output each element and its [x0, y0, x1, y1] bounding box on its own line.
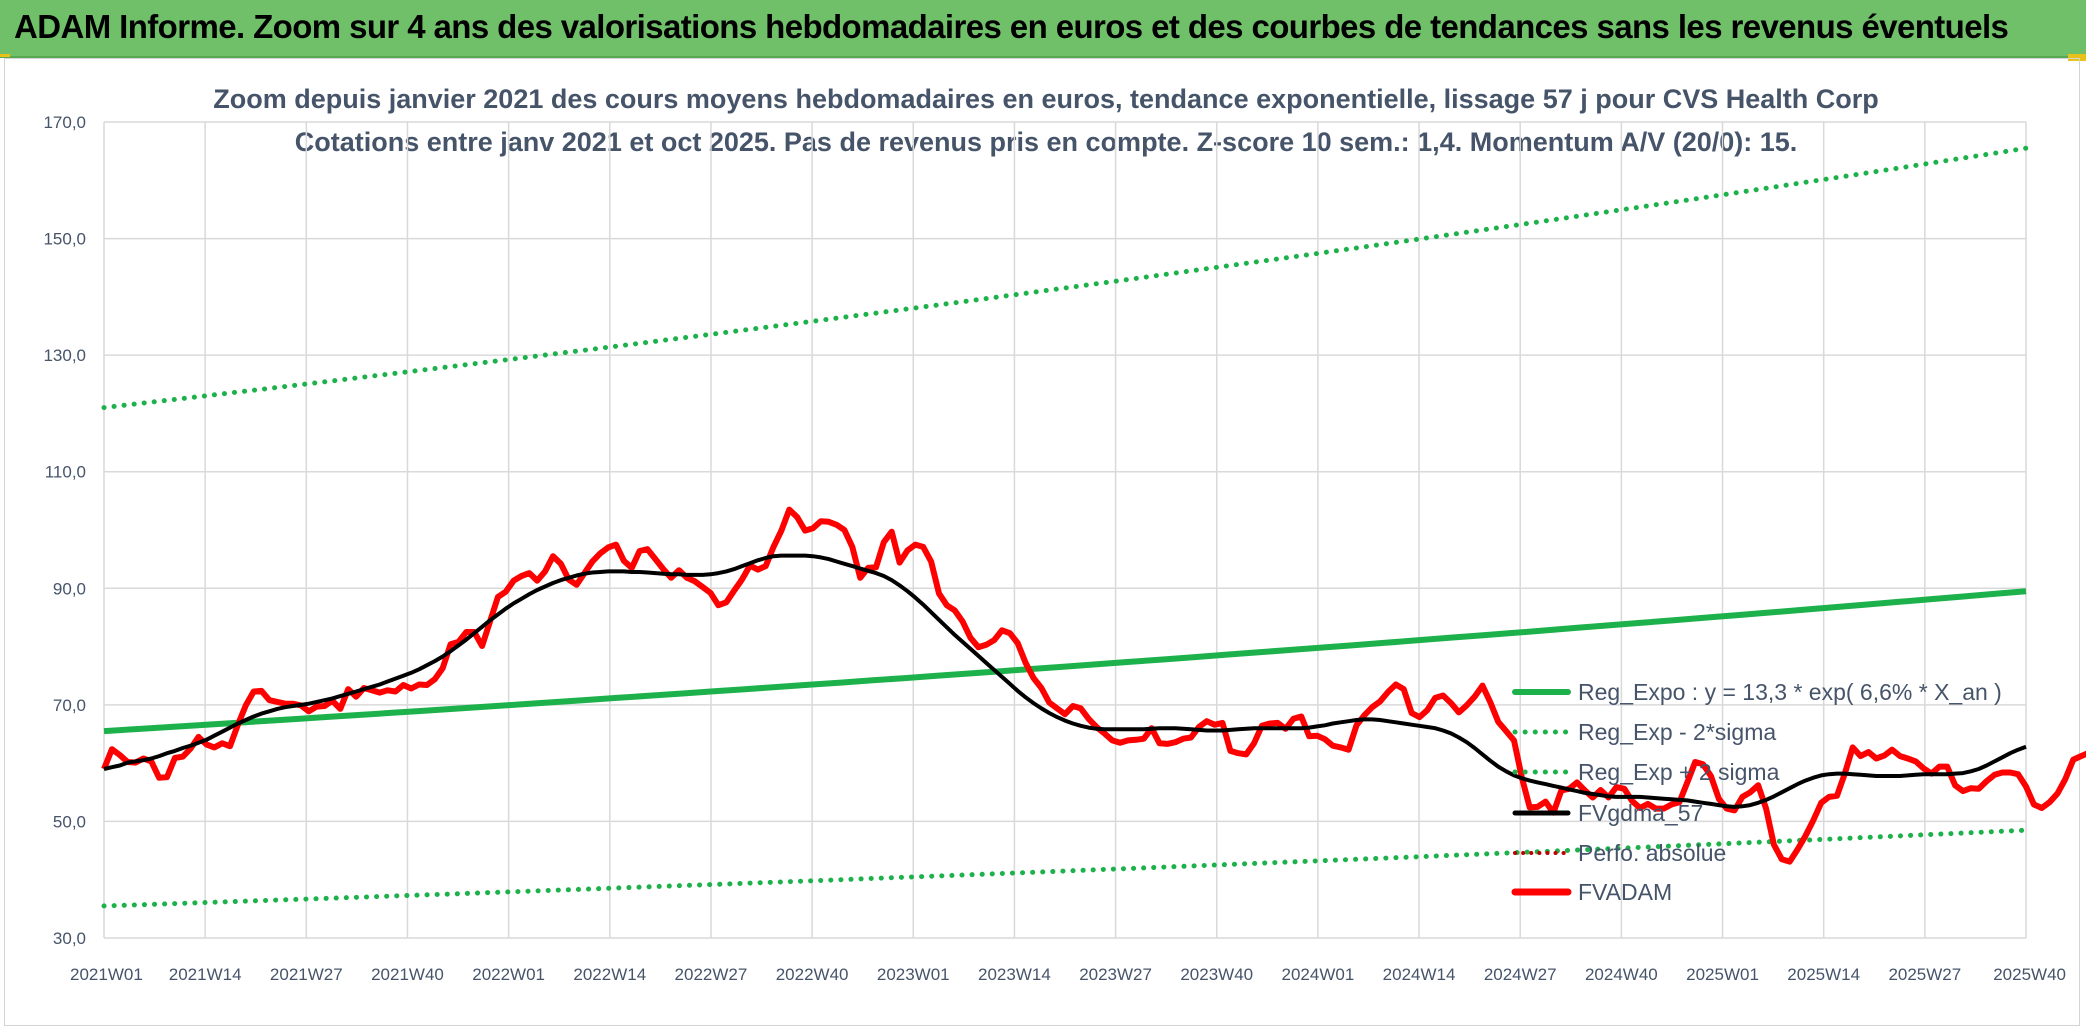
- x-tick-label: 2022W14: [573, 965, 646, 984]
- y-tick-label: 170,0: [43, 113, 86, 132]
- x-tick-label: 2025W27: [1888, 965, 1961, 984]
- x-tick-label: 2023W01: [877, 965, 950, 984]
- fvadam-line: [101, 506, 2086, 865]
- x-tick-label: 2024W40: [1585, 965, 1658, 984]
- x-tick-label: 2023W27: [1079, 965, 1152, 984]
- legend-label: FVgdma_57: [1578, 800, 1703, 826]
- chart-title: Zoom depuis janvier 2021 des cours moyen…: [213, 84, 1879, 114]
- x-tick-label: 2024W27: [1484, 965, 1557, 984]
- trend-minus-2sigma-line: [101, 827, 2029, 909]
- y-tick-label: 150,0: [43, 230, 86, 249]
- x-tick-label: 2022W01: [472, 965, 545, 984]
- fvgdma-57-line: [103, 553, 2027, 809]
- x-tick-label: 2024W01: [1282, 965, 1355, 984]
- trend-expo-line: [103, 588, 2027, 735]
- y-tick-label: 50,0: [53, 812, 86, 831]
- x-tick-label: 2023W40: [1180, 965, 1253, 984]
- report-title: ADAM Informe. Zoom sur 4 ans des valoris…: [14, 8, 2009, 45]
- x-tick-label: 2022W40: [776, 965, 849, 984]
- x-tick-label: 2021W40: [371, 965, 444, 984]
- x-tick-label: 2021W01: [70, 965, 143, 984]
- x-tick-label: 2024W14: [1383, 965, 1456, 984]
- x-axis-ticks: 2021W01 2021W14 2021W27 2021W40 2022W01 2022W…: [70, 965, 2066, 984]
- x-tick-label: 2022W27: [675, 965, 748, 984]
- report-header-bar: ADAM Informe. Zoom sur 4 ans des valoris…: [0, 0, 2086, 58]
- chart-subtitle: Cotations entre janv 2021 et oct 2025. P…: [295, 127, 1798, 157]
- header-accent-right: [2068, 54, 2086, 61]
- legend-label: Reg_Exp - 2*sigma: [1578, 719, 1776, 745]
- legend-label: FVADAM: [1578, 879, 1672, 905]
- legend-label: Reg_Expo : y = 13,3 * exp( 6,6% * X_an ): [1578, 679, 2002, 705]
- legend-box: [1495, 670, 2015, 920]
- x-tick-label: 2025W01: [1686, 965, 1759, 984]
- chart-frame: [4, 58, 2080, 1026]
- gridlines: [103, 121, 2027, 939]
- x-tick-label: 2025W14: [1787, 965, 1860, 984]
- x-tick-label: 2021W14: [169, 965, 242, 984]
- x-tick-label: 2025W40: [1993, 965, 2066, 984]
- x-tick-label: 2023W14: [978, 965, 1051, 984]
- series-layer: [101, 145, 2086, 909]
- y-axis-ticks: 30,0 50,0 70,0 90,0 110,0 130,0 150,0 170,0: [43, 113, 86, 948]
- legend-label: Perfo. absolue: [1578, 840, 1726, 866]
- y-tick-label: 30,0: [53, 929, 86, 948]
- header-accent-left: [0, 54, 10, 57]
- y-tick-label: 90,0: [53, 579, 86, 598]
- legend-label: Reg_Exp + 2 sigma: [1578, 759, 1780, 785]
- y-tick-label: 110,0: [45, 463, 86, 482]
- legend: Reg_Expo : y = 13,3 * exp( 6,6% * X_an )…: [1495, 670, 2015, 920]
- trend-plus-2sigma-line: [101, 145, 2029, 411]
- y-tick-label: 130,0: [43, 346, 86, 365]
- y-tick-label: 70,0: [53, 696, 86, 715]
- x-tick-label: 2021W27: [270, 965, 343, 984]
